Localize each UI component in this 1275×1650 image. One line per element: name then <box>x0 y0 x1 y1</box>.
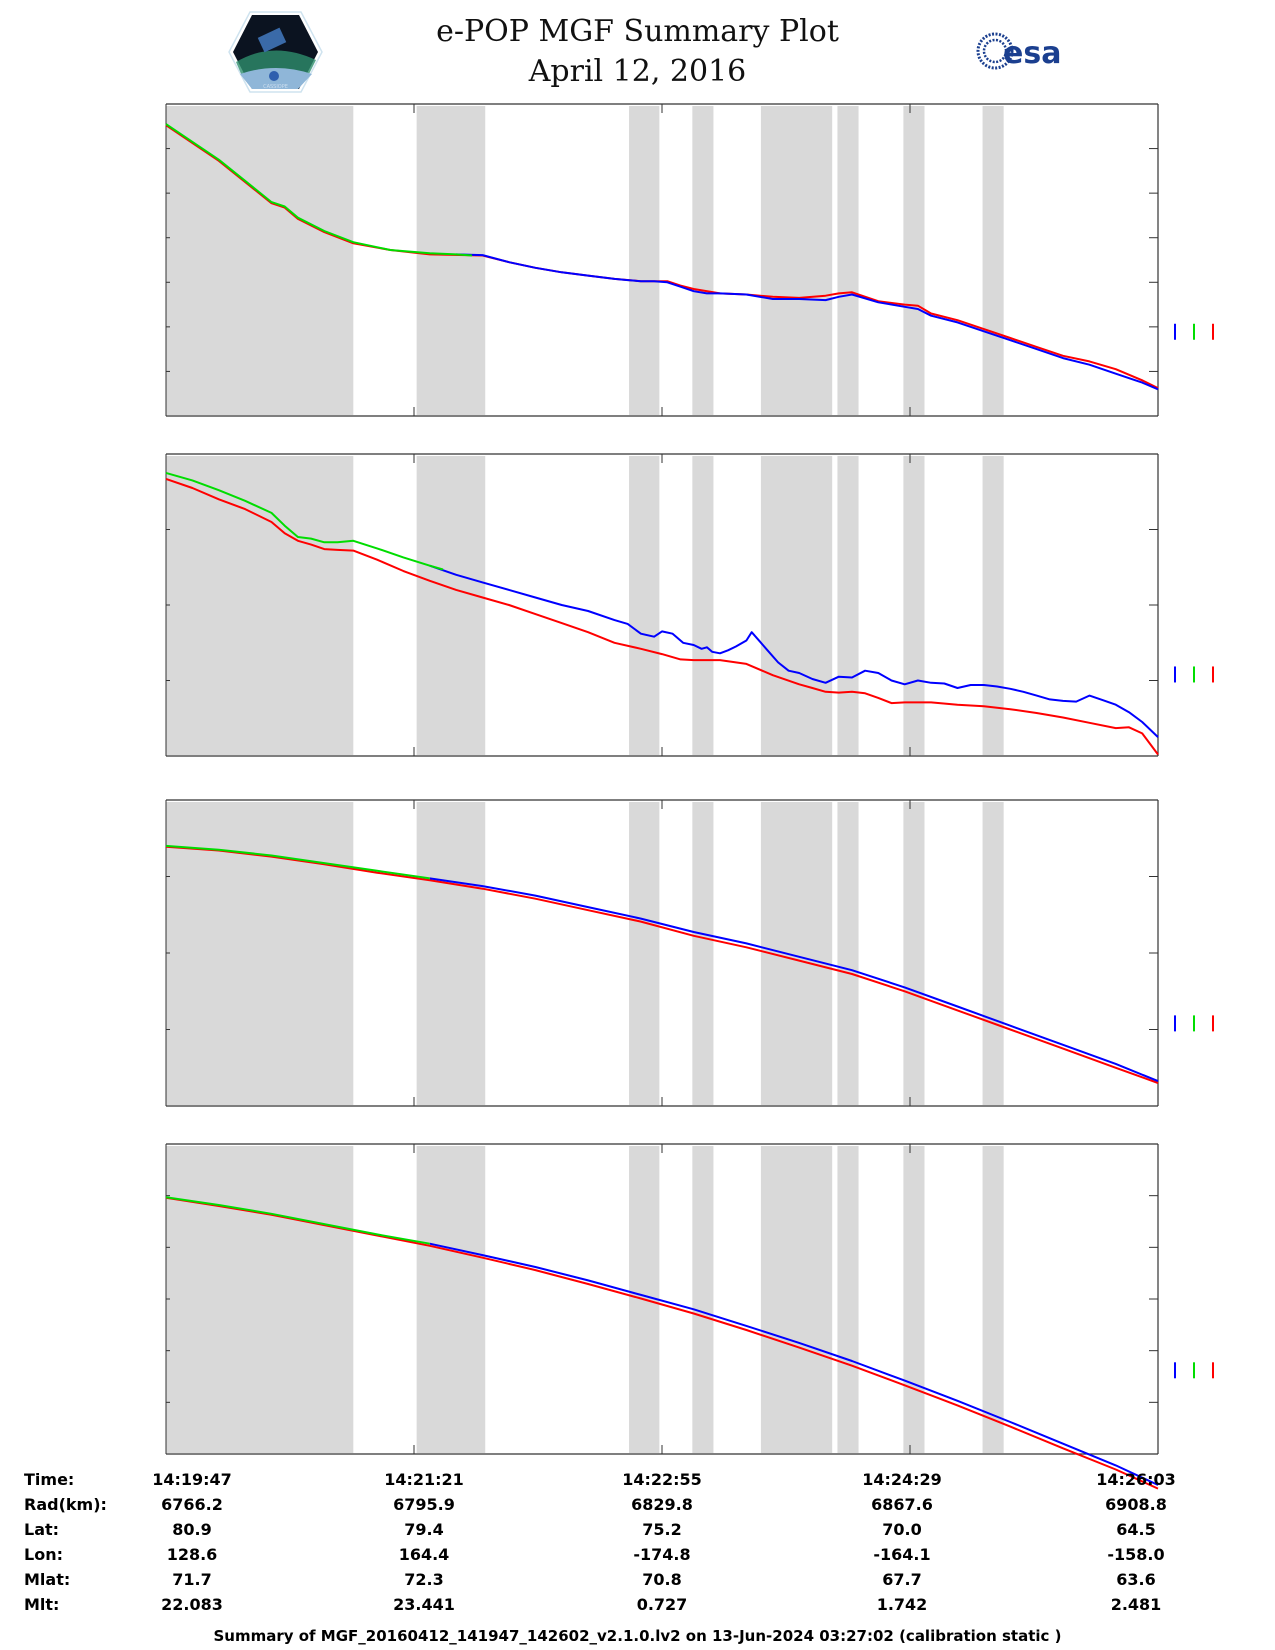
series-line-outboard-b <box>165 123 473 257</box>
shaded-interval <box>982 106 1004 415</box>
shaded-interval <box>416 1146 486 1453</box>
chart-panel-1 <box>165 103 1214 417</box>
shaded-interval <box>629 106 660 415</box>
ephemeris-value-time: 14:22:55 <box>622 1470 702 1489</box>
ephemeris-value-rad: 6795.9 <box>393 1495 455 1514</box>
series-line-inboard-b <box>429 1242 1159 1486</box>
shaded-interval <box>903 802 925 1105</box>
plot-date: April 12, 2016 <box>528 54 747 89</box>
shaded-interval <box>837 1146 859 1453</box>
ephemeris-value-lat: 64.5 <box>1116 1520 1156 1539</box>
shaded-interval <box>837 106 859 415</box>
series-line-model-b <box>165 845 1159 1084</box>
shaded-interval <box>629 802 660 1105</box>
ephemeris-label-mlt: Mlt: <box>24 1595 60 1614</box>
svg-text:CASSIOPE: CASSIOPE <box>263 84 288 90</box>
chart-panel-3 <box>165 799 1214 1107</box>
ephemeris-value-mlat: 63.6 <box>1116 1570 1156 1589</box>
chart-panel-4 <box>165 1143 1214 1490</box>
ephemeris-value-time: 14:21:21 <box>384 1470 464 1489</box>
shaded-interval <box>692 1146 714 1453</box>
plot-title: e-POP MGF Summary Plot <box>436 14 839 49</box>
ephemeris-value-time: 14:26:03 <box>1096 1470 1176 1489</box>
shaded-interval <box>166 802 354 1105</box>
ephemeris-label-mlat: Mlat: <box>24 1570 71 1589</box>
series-line-model-b <box>165 477 1159 756</box>
ephemeris-value-mlt: 2.481 <box>1110 1595 1162 1614</box>
ephemeris-value-lon: -164.1 <box>873 1545 931 1564</box>
footer-summary: Summary of MGF_20160412_141947_142602_v2… <box>213 1627 1062 1645</box>
chart-panel-2 <box>165 453 1214 757</box>
shaded-interval <box>416 802 486 1105</box>
shaded-interval <box>903 456 925 755</box>
shaded-interval <box>982 1146 1004 1453</box>
ephemeris-value-lon: -158.0 <box>1107 1545 1165 1564</box>
ephemeris-value-lat: 75.2 <box>642 1520 682 1539</box>
shaded-interval <box>629 456 660 755</box>
ephemeris-label-lat: Lat: <box>24 1520 60 1539</box>
series-line-outboard-b <box>165 471 444 571</box>
ephemeris-value-lat: 80.9 <box>172 1520 212 1539</box>
ephemeris-value-mlat: 67.7 <box>882 1570 922 1589</box>
shaded-interval <box>903 1146 925 1453</box>
series-line-outboard-b <box>165 1196 430 1245</box>
cassiope-mission-logo: CASSIOPE <box>228 11 323 93</box>
svg-text:esa: esa <box>1003 36 1061 71</box>
ephemeris-label-lon: Lon: <box>24 1545 63 1564</box>
shaded-interval <box>837 456 859 755</box>
shaded-interval <box>760 1146 833 1453</box>
ephemeris-value-mlt: 22.083 <box>161 1595 223 1614</box>
ephemeris-value-mlat: 71.7 <box>172 1570 212 1589</box>
ephemeris-value-lat: 70.0 <box>882 1520 922 1539</box>
shaded-interval <box>760 456 833 755</box>
series-line-inboard-b <box>429 564 1159 738</box>
ephemeris-value-mlt: 0.727 <box>636 1595 688 1614</box>
shaded-interval <box>166 106 354 415</box>
ephemeris-value-rad: 6766.2 <box>161 1495 223 1514</box>
series-line-outboard-b <box>165 844 430 880</box>
ephemeris-value-rad: 6829.8 <box>631 1495 693 1514</box>
shaded-interval <box>692 802 714 1105</box>
shaded-interval <box>982 456 1004 755</box>
shaded-interval <box>416 456 486 755</box>
ephemeris-value-mlt: 23.441 <box>393 1595 455 1614</box>
legend <box>1174 323 1214 340</box>
esa-logo: esa <box>976 32 1061 71</box>
ephemeris-label-rad: Rad(km): <box>24 1495 107 1514</box>
ephemeris-value-lon: -174.8 <box>633 1545 691 1564</box>
ephemeris-value-mlat: 70.8 <box>642 1570 682 1589</box>
ephemeris-value-lat: 79.4 <box>404 1520 444 1539</box>
shaded-interval <box>903 106 925 415</box>
shaded-interval <box>837 802 859 1105</box>
ephemeris-value-lon: 164.4 <box>398 1545 450 1564</box>
shaded-interval <box>416 106 486 415</box>
shaded-interval <box>166 456 354 755</box>
charts-canvas <box>165 103 1214 1490</box>
ephemeris-value-rad: 6867.6 <box>871 1495 933 1514</box>
ephemeris-value-time: 14:19:47 <box>152 1470 232 1489</box>
ephemeris-value-time: 14:24:29 <box>862 1470 942 1489</box>
legend <box>1174 1015 1214 1032</box>
shaded-interval <box>692 106 714 415</box>
legend <box>1174 666 1214 683</box>
shaded-interval <box>166 1146 354 1453</box>
shaded-interval <box>760 106 833 415</box>
shaded-interval <box>692 456 714 755</box>
ephemeris-value-rad: 6908.8 <box>1105 1495 1167 1514</box>
ephemeris-value-mlt: 1.742 <box>876 1595 928 1614</box>
series-line-inboard-b <box>429 877 1159 1083</box>
ephemeris-value-lon: 128.6 <box>166 1545 218 1564</box>
ephemeris-label-time: Time: <box>24 1470 75 1489</box>
legend <box>1174 1362 1214 1379</box>
shaded-interval <box>982 802 1004 1105</box>
ephemeris-value-mlat: 72.3 <box>404 1570 444 1589</box>
series-line-inboard-b <box>456 253 1159 391</box>
